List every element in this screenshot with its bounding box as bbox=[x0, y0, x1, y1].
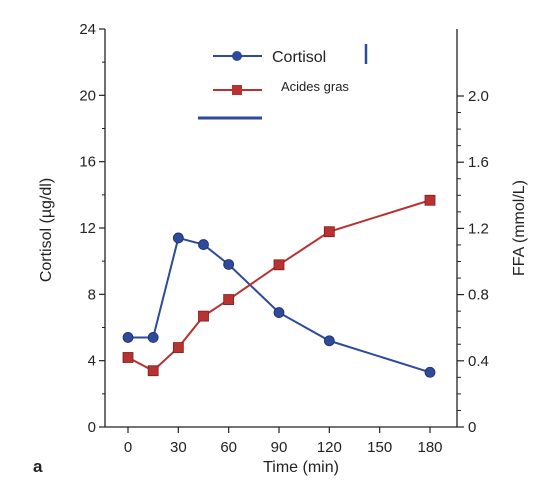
series-2-point bbox=[122, 352, 134, 363]
y-right-tick-label: 1.6 bbox=[468, 154, 489, 171]
x-tick-label: 180 bbox=[417, 439, 442, 456]
y-right-tick-label: 2.0 bbox=[468, 88, 489, 105]
x-tick-label: 120 bbox=[317, 439, 342, 456]
series-1-point bbox=[198, 239, 209, 250]
y-left-tick-label: 12 bbox=[79, 220, 96, 237]
series-2-point bbox=[273, 259, 285, 271]
series-2-point bbox=[424, 194, 436, 206]
y-right-tick-label: 0 bbox=[468, 419, 476, 436]
series-line-1 bbox=[128, 236, 431, 374]
panel-label: a bbox=[33, 457, 43, 476]
x-tick-label: 90 bbox=[271, 439, 288, 456]
x-tick-label: 60 bbox=[220, 439, 237, 456]
series-2-point bbox=[172, 342, 184, 353]
y-left-tick-label: 24 bbox=[79, 21, 96, 38]
series-1-point bbox=[223, 259, 235, 270]
series-2-point bbox=[323, 226, 335, 238]
y-right-tick-label: 1.2 bbox=[468, 220, 489, 237]
y-left-tick-label: 4 bbox=[88, 353, 96, 370]
y-left-axis-title: Cortisol (µg/dl) bbox=[38, 178, 55, 282]
series-2-point bbox=[223, 294, 235, 305]
plot-area: 0 4 8 12 16 20 24 0 0.4 0.8 1.2 1.6 2.0 0 30 60 90 120 150… bbox=[33, 21, 528, 476]
series-1-point bbox=[323, 335, 335, 347]
series-2-point bbox=[147, 365, 159, 377]
x-tick-label: 150 bbox=[367, 439, 392, 456]
legend-label-ffa: Acides gras bbox=[281, 79, 349, 94]
series-1-point bbox=[147, 332, 159, 343]
series-1-point bbox=[273, 307, 285, 318]
legend-marker-cortisol bbox=[232, 51, 242, 61]
series-1-point bbox=[172, 232, 184, 244]
x-axis-title: Time (min) bbox=[263, 459, 339, 476]
series-1-point bbox=[122, 332, 134, 343]
y-left-tick-label: 0 bbox=[88, 419, 96, 436]
x-tick-label: 30 bbox=[170, 439, 187, 456]
y-left-tick-label: 16 bbox=[79, 154, 96, 171]
y-right-axis-title: FFA (mmol/L) bbox=[511, 180, 528, 276]
y-right-tick-label: 0.4 bbox=[468, 353, 489, 370]
legend-label-cortisol: Cortisol bbox=[272, 49, 326, 66]
series-2-point bbox=[198, 310, 209, 322]
legend-marker-ffa bbox=[232, 85, 242, 95]
y-left-tick-label: 20 bbox=[79, 87, 96, 104]
x-tick-label: 0 bbox=[124, 439, 132, 456]
y-right-tick-label: 0.8 bbox=[468, 287, 489, 304]
series-1-point bbox=[424, 366, 436, 378]
y-left-tick-label: 8 bbox=[88, 286, 96, 303]
